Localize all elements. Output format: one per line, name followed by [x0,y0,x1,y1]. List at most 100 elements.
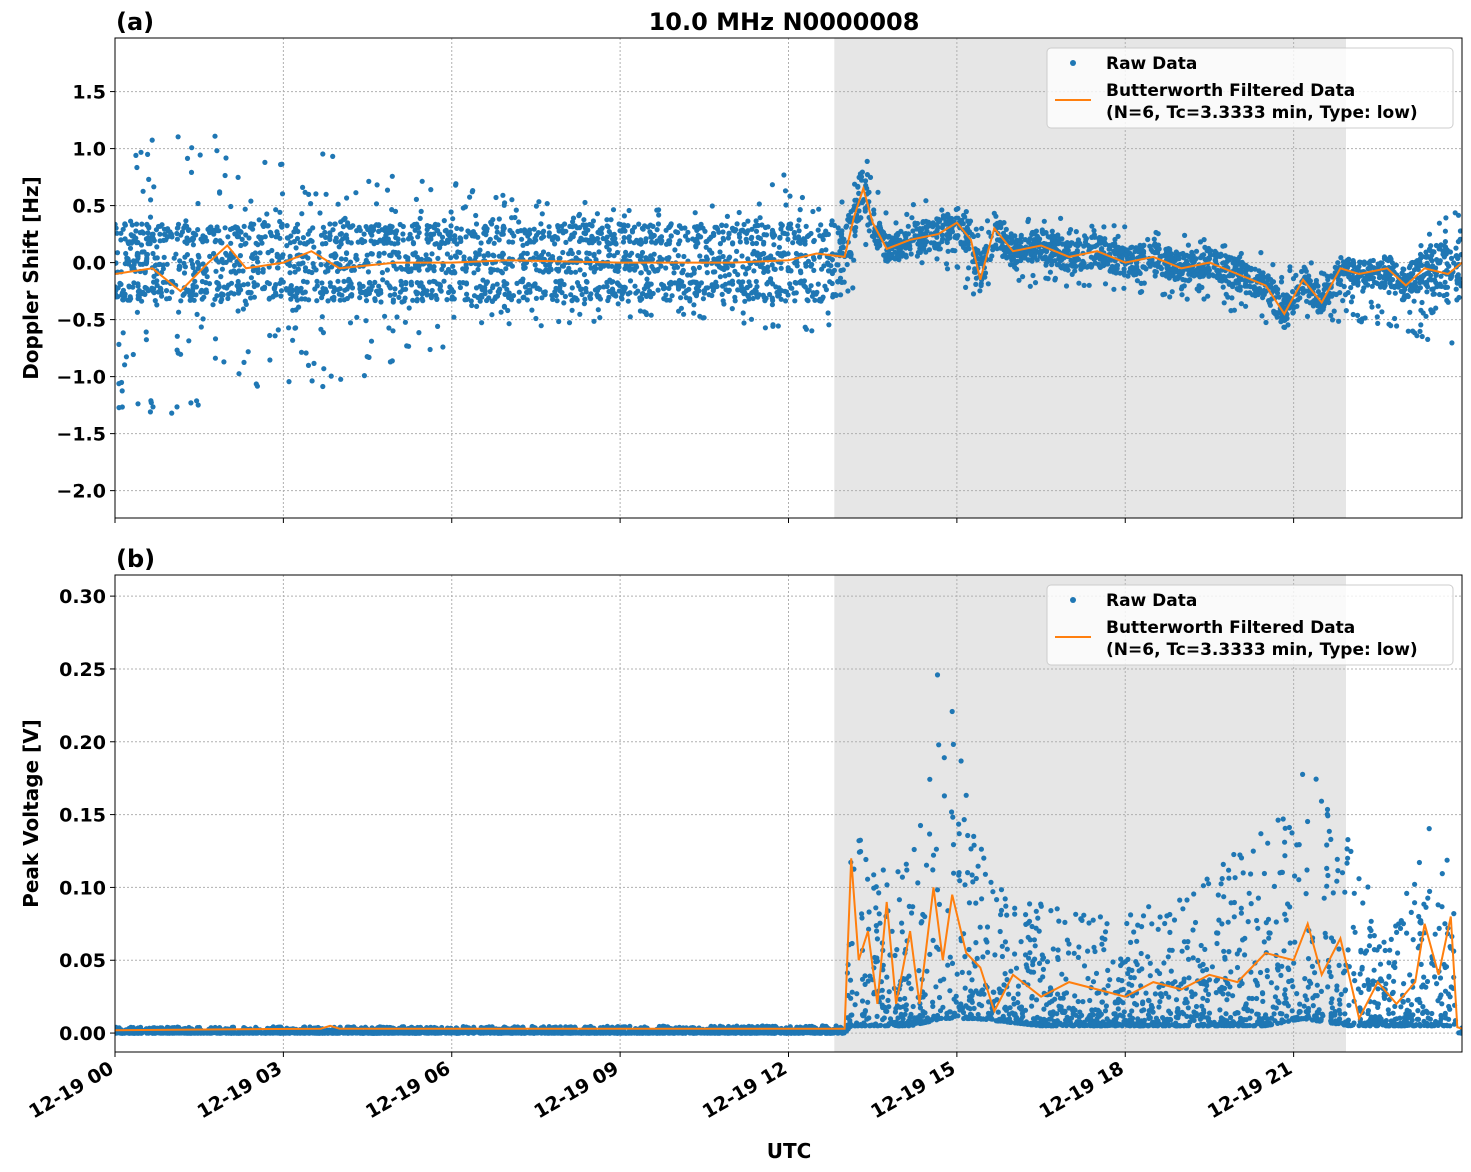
y-tick-label: 1.0 [72,139,106,161]
raw-data-point [799,194,806,201]
raw-data-point [729,278,736,284]
raw-data-point [145,235,151,241]
raw-data-point [480,277,486,283]
raw-data-point [327,221,333,227]
raw-data-point [204,274,210,280]
raw-data-point [207,253,213,259]
raw-data-point [1172,276,1178,282]
raw-data-point [366,280,372,286]
raw-data-point [408,268,414,274]
raw-data-point [1219,278,1225,284]
raw-data-point [688,280,694,286]
raw-data-point [1027,283,1033,289]
raw-data-point [447,284,453,290]
raw-data-point [939,232,945,238]
raw-data-point [323,289,329,295]
raw-data-point [407,231,413,237]
raw-data-point [1415,266,1421,272]
raw-data-point [1027,950,1033,956]
raw-data-point [669,293,675,299]
raw-data-point [1374,314,1380,320]
raw-data-point [730,262,736,269]
raw-data-point [556,228,562,234]
raw-data-point [1362,315,1368,321]
raw-data-point [298,285,304,291]
raw-data-point [1018,239,1024,245]
raw-data-point [1258,250,1264,256]
raw-data-point [1418,243,1424,249]
raw-data-point [852,228,858,234]
raw-data-point [742,298,748,304]
raw-data-point [651,251,657,257]
raw-data-point [790,240,796,246]
raw-data-point [468,298,474,304]
raw-data-point [402,319,408,325]
raw-data-point [1380,275,1386,281]
raw-data-point [973,281,979,287]
raw-data-point [629,227,636,233]
raw-data-point [950,741,957,748]
raw-data-point [1182,232,1188,238]
raw-data-point [893,220,899,226]
raw-data-point [1150,249,1156,255]
raw-data-point [412,227,418,233]
raw-data-point [120,330,126,336]
raw-data-point [1197,239,1204,245]
raw-data-point [134,164,140,171]
raw-data-point [817,233,823,239]
raw-data-point [745,218,751,224]
raw-data-point [293,307,299,313]
raw-data-point [691,302,697,308]
raw-data-point [594,292,600,298]
raw-data-point [1439,283,1445,289]
raw-data-point [556,278,563,284]
raw-data-point [1033,997,1040,1003]
raw-data-point [997,219,1003,225]
raw-data-point [1110,265,1116,271]
raw-data-point [1336,318,1342,324]
raw-data-point [805,258,812,264]
raw-data-point [1306,293,1312,299]
raw-data-point [811,238,817,245]
raw-data-point [178,232,184,238]
raw-data-point [509,197,515,203]
raw-data-point [851,203,858,209]
raw-data-point [1404,890,1410,897]
raw-data-point [675,286,682,292]
raw-data-point [678,305,685,311]
raw-data-point [392,286,398,292]
raw-data-point [1428,277,1435,283]
raw-data-point [1031,247,1037,253]
raw-data-point [723,223,729,229]
raw-data-point [227,226,234,232]
y-tick-label: −1.5 [56,424,106,446]
raw-data-point [826,322,832,328]
raw-data-point [378,299,384,305]
raw-data-point [1211,273,1217,279]
raw-data-point [494,267,501,273]
raw-data-point [874,245,881,251]
raw-data-point [238,242,244,249]
raw-data-point [717,274,724,280]
raw-data-point [1019,250,1025,256]
raw-data-point [357,227,363,233]
raw-data-point [650,266,657,272]
raw-data-point [835,225,841,231]
raw-data-point [1003,226,1009,232]
raw-data-point [1436,246,1442,252]
raw-data-point [181,225,187,231]
raw-data-point [434,228,440,234]
raw-data-point [395,236,401,242]
legend-raw-marker [1070,60,1076,66]
raw-data-point [693,243,699,249]
raw-data-point [767,291,773,298]
raw-data-point [892,249,898,255]
raw-data-point [463,234,469,240]
raw-data-point [526,281,532,288]
raw-data-point [1082,239,1089,245]
raw-data-point [774,289,780,296]
raw-data-point [1302,266,1308,272]
raw-data-point [495,289,501,295]
raw-data-point [482,291,488,297]
raw-data-point [1025,216,1032,222]
